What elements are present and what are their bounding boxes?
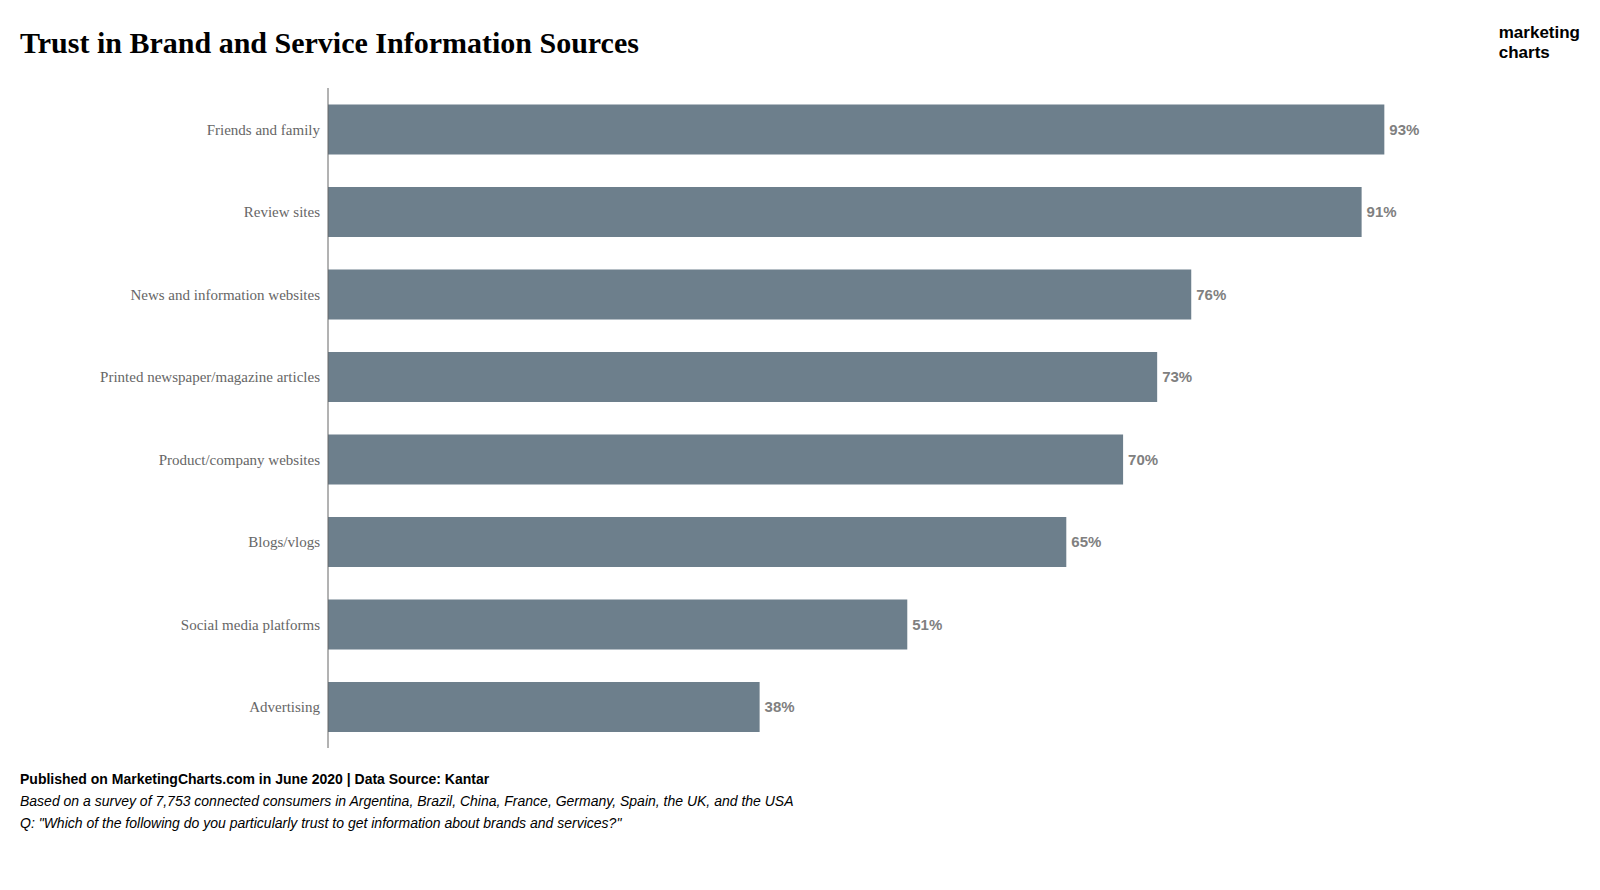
svg-text:65%: 65% [1071,533,1101,550]
svg-text:73%: 73% [1162,368,1192,385]
html-text:charts: charts [1498,43,1550,62]
svg-text:Friends and family: Friends and family [207,122,321,138]
svg-text:Advertising: Advertising [249,699,320,715]
svg-text:51%: 51% [912,616,942,633]
svg-text:76%: 76% [1196,286,1226,303]
svg-text:Blogs/vlogs: Blogs/vlogs [248,534,320,550]
svg-text:91%: 91% [1367,203,1397,220]
svg-text:93%: 93% [1389,121,1419,138]
html-text:Published on MarketingCharts.c: Published on MarketingCharts.com in June… [20,771,490,787]
svg-text:Printed newspaper/magazine art: Printed newspaper/magazine articles [100,369,320,385]
svg-text:Product/company websites: Product/company websites [159,452,320,468]
html-text:marketing: marketing [1498,23,1580,42]
svg-text:Review sites: Review sites [244,204,320,220]
svg-text:38%: 38% [765,698,795,715]
svg-text:Social media platforms: Social media platforms [181,617,320,633]
html-text:Q: "Which of the following do: Q: "Which of the following do you partic… [20,815,622,831]
svg-text:70%: 70% [1128,451,1158,468]
html-text:Based on a survey of 7,753 con: Based on a survey of 7,753 connected con… [20,793,794,809]
html-text:Trust in Brand and Service Inf: Trust in Brand and Service Information S… [20,26,639,59]
svg-text:News and information websites: News and information websites [130,287,320,303]
